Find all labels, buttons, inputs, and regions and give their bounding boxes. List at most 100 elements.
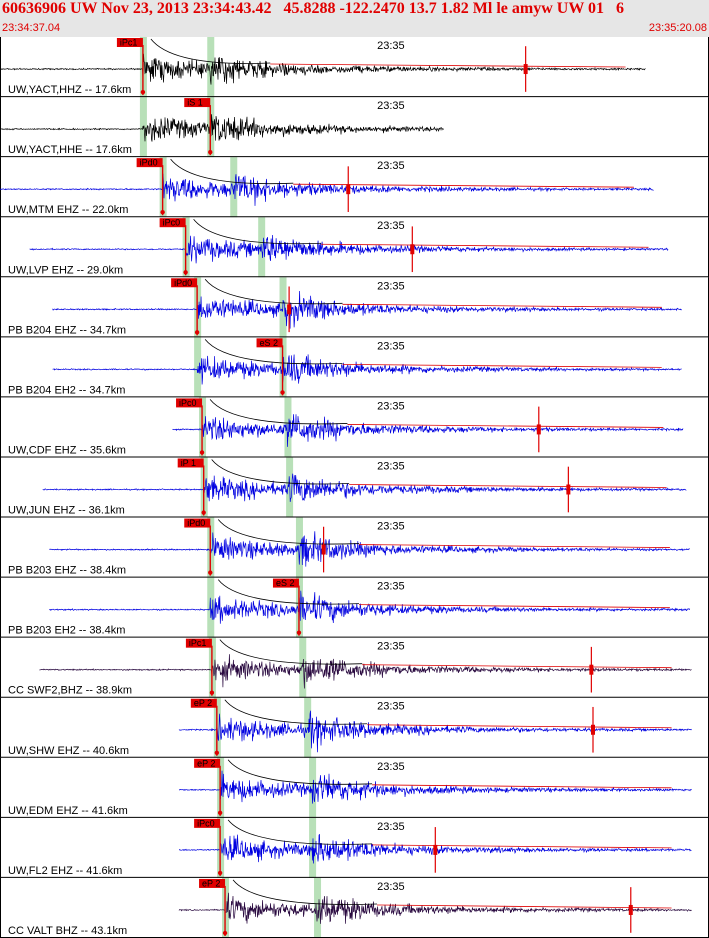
time-tick-label: 23:35 (377, 881, 405, 893)
coda-marker-blob (589, 664, 594, 675)
pick-label: iS 1 (187, 98, 203, 108)
pick-label: eS 2 (260, 338, 279, 348)
pick-label: iPd0 (174, 278, 192, 288)
station-label: UW,FL2 EHZ -- 41.6km (8, 865, 122, 877)
pick-dot (199, 450, 205, 455)
coda-envelope (219, 639, 363, 665)
waveform (49, 531, 690, 567)
coda-marker-blob (523, 64, 528, 75)
pick-box[interactable] (176, 398, 203, 408)
pick-label: iPd0 (187, 518, 205, 528)
pick-box[interactable] (159, 218, 186, 228)
pick-label: eP 2 (194, 698, 212, 708)
pick-label: iPc1 (189, 638, 207, 648)
waveform (52, 354, 682, 385)
coda-marker-blob (433, 844, 438, 855)
time-tick-label: 23:35 (377, 220, 405, 232)
pick-box[interactable] (184, 98, 211, 108)
pick-label: iPc0 (197, 818, 215, 828)
pick-box[interactable] (190, 698, 217, 708)
pick-box[interactable] (184, 518, 211, 528)
coda-marker-blob (321, 544, 326, 555)
s-arrival-band (295, 517, 303, 578)
coda-envelope (204, 339, 343, 365)
pick-box[interactable] (194, 818, 221, 828)
pick-label: eP 2 (202, 878, 220, 888)
time-tick-label: 23:35 (377, 761, 405, 773)
trace-row: 23:35 eP 2 UW,EDM EHZ -- 41.6km (0, 757, 709, 818)
waveform (0, 53, 646, 85)
pick-dot (201, 510, 206, 515)
waveform (178, 892, 692, 924)
coda-fit-line (362, 664, 672, 669)
coda-fit-line (347, 424, 664, 428)
trace-row: 23:35 iPc1 CC SWF2,BHZ -- 38.9km (0, 637, 709, 698)
pick-dot (209, 690, 215, 695)
trace-row: 23:35 iPd0 UW,MTM EHZ -- 22.0km (0, 157, 709, 218)
coda-envelope (232, 879, 378, 905)
coda-fit-line (349, 484, 667, 488)
pick-label: iPc0 (163, 218, 181, 228)
coda-fit-line (358, 604, 670, 609)
pick-box[interactable] (116, 38, 143, 47)
time-tick-label: 23:35 (377, 280, 405, 292)
trace-row: 23:35 iS 1 UW,YACT,HHE -- 17.6km (0, 97, 709, 158)
waveform (178, 770, 692, 804)
coda-envelope (211, 459, 350, 485)
coda-envelope (224, 699, 368, 725)
time-tick-label: 23:35 (377, 581, 405, 593)
s-arrival-band (284, 397, 292, 458)
time-tick-label: 23:35 (377, 641, 405, 653)
time-tick-label: 23:35 (377, 521, 405, 533)
coda-marker-blob (566, 484, 571, 495)
time-tick-label: 23:35 (377, 460, 405, 472)
waveform (29, 234, 669, 264)
station-label: UW,EDM EHZ -- 41.6km (8, 805, 128, 817)
pick-box[interactable] (185, 638, 212, 648)
station-label: UW,YACT,HHE -- 17.6km (8, 144, 132, 156)
station-label: UW,MTM EHZ -- 22.0km (8, 204, 128, 216)
coda-fit-line (270, 63, 626, 68)
pick-dot (208, 570, 213, 575)
station-label: PB B203 EH2 -- 38.4km (8, 625, 125, 637)
trace-row: 23:35 eP 2 UW,SHW EHZ -- 40.6km (0, 697, 709, 758)
pick-box[interactable] (194, 758, 221, 768)
coda-envelope (217, 579, 359, 605)
coda-envelope (204, 279, 343, 305)
pick-label: iP 1 (181, 458, 196, 468)
time-tick-label: 23:35 (377, 340, 405, 352)
time-tick-label: 23:35 (377, 701, 405, 713)
waveform (0, 173, 654, 206)
start-time: 23:34:37.04 (2, 22, 61, 34)
trace-row: 23:35 eS 2 PB B203 EH2 -- 38.4km (0, 577, 709, 638)
pick-box[interactable] (171, 278, 198, 288)
station-label: UW,YACT,HHZ -- 17.6km (8, 84, 131, 96)
time-tick-label: 23:35 (377, 400, 405, 412)
coda-marker-blob (346, 184, 351, 195)
coda-envelope (227, 819, 373, 845)
pick-box[interactable] (272, 578, 299, 588)
trace-row: 23:35 iPc1 UW,YACT,HHZ -- 17.6km (0, 37, 709, 98)
waveform (172, 414, 684, 447)
end-time: 23:35:20.08 (648, 22, 707, 34)
seismogram-panel: 23:35 iPc1 UW,YACT,HHZ -- 17.6km 23:35 iS 1 U… (0, 37, 709, 938)
trace-row: 23:35 eP 2 CC VALT BHZ -- 43.1km (0, 877, 709, 938)
pick-label: iPd0 (140, 158, 158, 168)
trace-row: 23:35 eS 2 PB B204 EH2 -- 34.7km (0, 337, 709, 398)
pick-dot (140, 89, 146, 95)
pick-box[interactable] (199, 878, 226, 888)
station-label: PB B204 EHZ -- 34.7km (8, 324, 126, 336)
coda-marker-blob (536, 424, 541, 435)
seismogram-traces: 23:35 iPc1 UW,YACT,HHZ -- 17.6km 23:35 iS 1 U… (0, 37, 709, 938)
station-label: UW,JUN EHZ -- 36.1km (8, 505, 125, 517)
coda-marker-blob (590, 724, 595, 735)
time-tick-label: 23:35 (377, 160, 405, 172)
pick-box[interactable] (136, 158, 163, 168)
coda-fit-line (372, 784, 672, 789)
pick-box[interactable] (177, 458, 204, 468)
time-tick-label: 23:35 (377, 821, 405, 833)
pick-box[interactable] (256, 338, 283, 348)
station-label: PB B203 EHZ -- 38.4km (8, 565, 126, 577)
coda-fit-line (367, 724, 672, 729)
pick-label: iPc1 (120, 38, 138, 48)
